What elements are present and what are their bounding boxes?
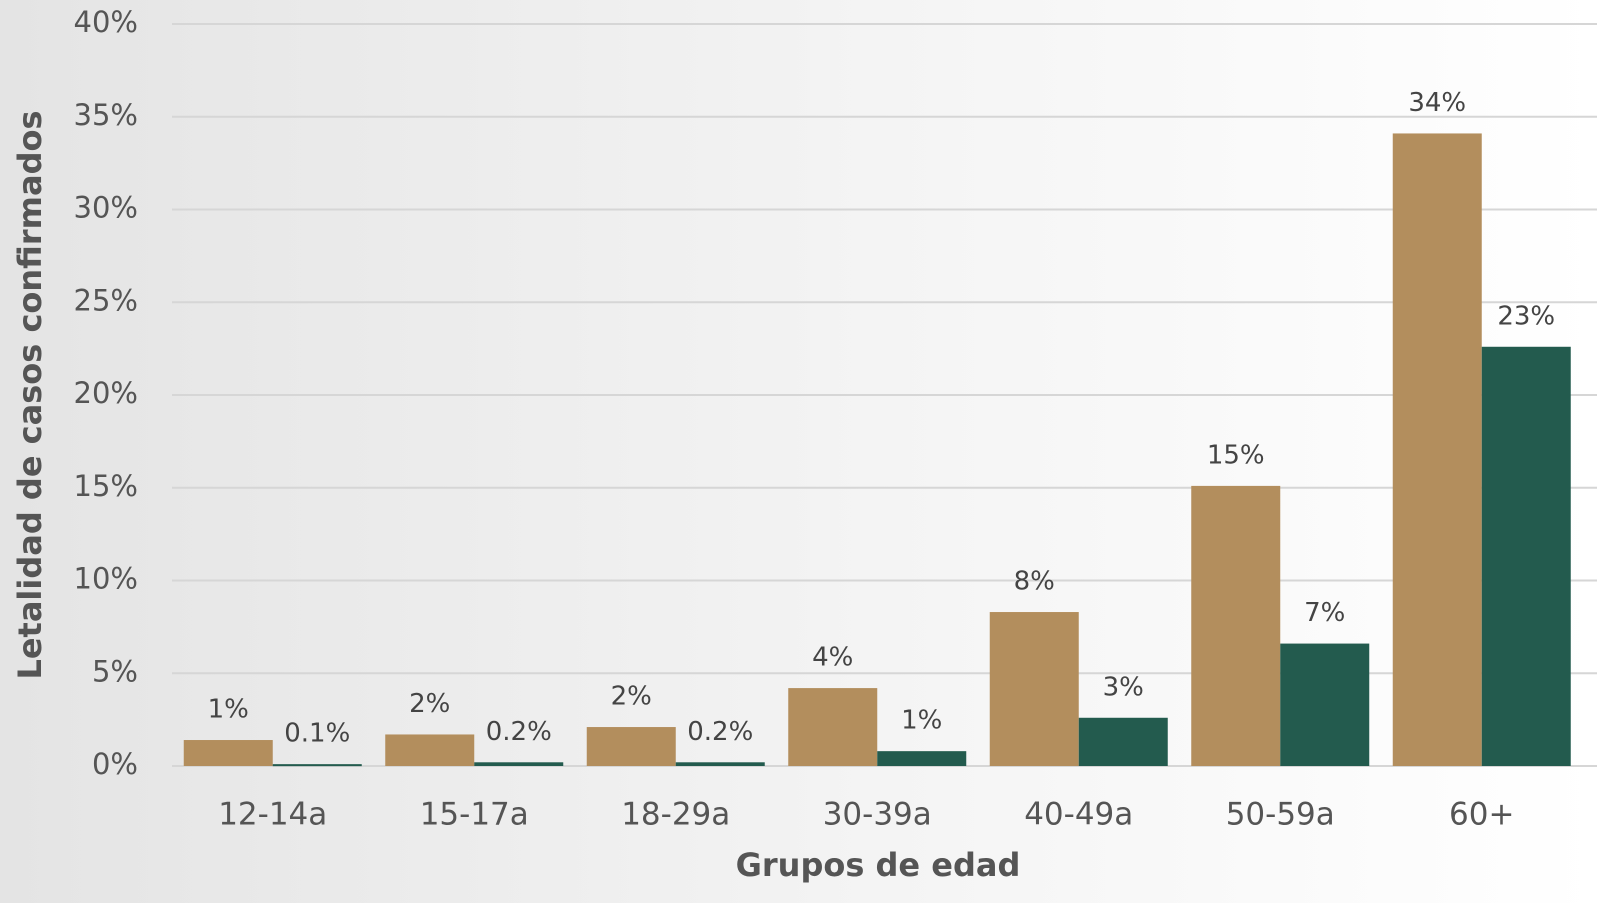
y-tick-label: 15% <box>74 469 138 503</box>
y-tick-label: 5% <box>92 654 138 688</box>
bar <box>675 762 765 766</box>
x-tick-label: 12-14a <box>218 797 327 833</box>
bar <box>1280 643 1370 766</box>
bar <box>183 740 273 766</box>
bar <box>989 612 1079 766</box>
data-label: 4% <box>812 643 853 673</box>
y-tick-label: 40% <box>74 5 138 39</box>
data-label: 0.2% <box>687 717 753 747</box>
bar <box>788 688 878 766</box>
y-tick-label: 30% <box>74 191 138 225</box>
data-label: 1% <box>901 706 942 736</box>
data-label: 8% <box>1014 567 1055 597</box>
y-tick-label: 20% <box>74 376 138 410</box>
data-label: 0.1% <box>284 719 350 749</box>
x-tick-label: 50-59a <box>1226 797 1335 833</box>
y-axis-title: Letalidad de casos confirmados <box>11 110 49 679</box>
data-label: 34% <box>1408 88 1466 118</box>
bar <box>1191 485 1281 766</box>
bar <box>1481 346 1571 766</box>
y-tick-label: 35% <box>74 98 138 132</box>
data-label: 15% <box>1207 440 1265 470</box>
y-tick-label: 10% <box>74 562 138 596</box>
bar <box>877 751 967 766</box>
bar <box>385 734 475 766</box>
x-axis-title: Grupos de edad <box>736 846 1021 884</box>
x-tick-label: 15-17a <box>420 797 529 833</box>
data-label: 3% <box>1103 672 1144 702</box>
data-label: 2% <box>409 689 450 719</box>
x-tick-label: 60+ <box>1449 797 1514 833</box>
bar <box>272 764 362 767</box>
data-label: 2% <box>611 682 652 712</box>
data-label: 23% <box>1497 301 1555 331</box>
bar <box>1392 133 1482 766</box>
x-tick-label: 30-39a <box>823 797 932 833</box>
data-label: 1% <box>208 695 249 725</box>
data-label: 0.2% <box>486 717 552 747</box>
x-tick-label: 40-49a <box>1024 797 1133 833</box>
y-tick-label: 25% <box>74 283 138 317</box>
bar <box>586 727 676 766</box>
y-tick-label: 0% <box>92 747 138 781</box>
bar <box>474 762 564 766</box>
data-label: 7% <box>1304 598 1345 628</box>
bar <box>1078 717 1168 766</box>
x-tick-label: 18-29a <box>621 797 730 833</box>
